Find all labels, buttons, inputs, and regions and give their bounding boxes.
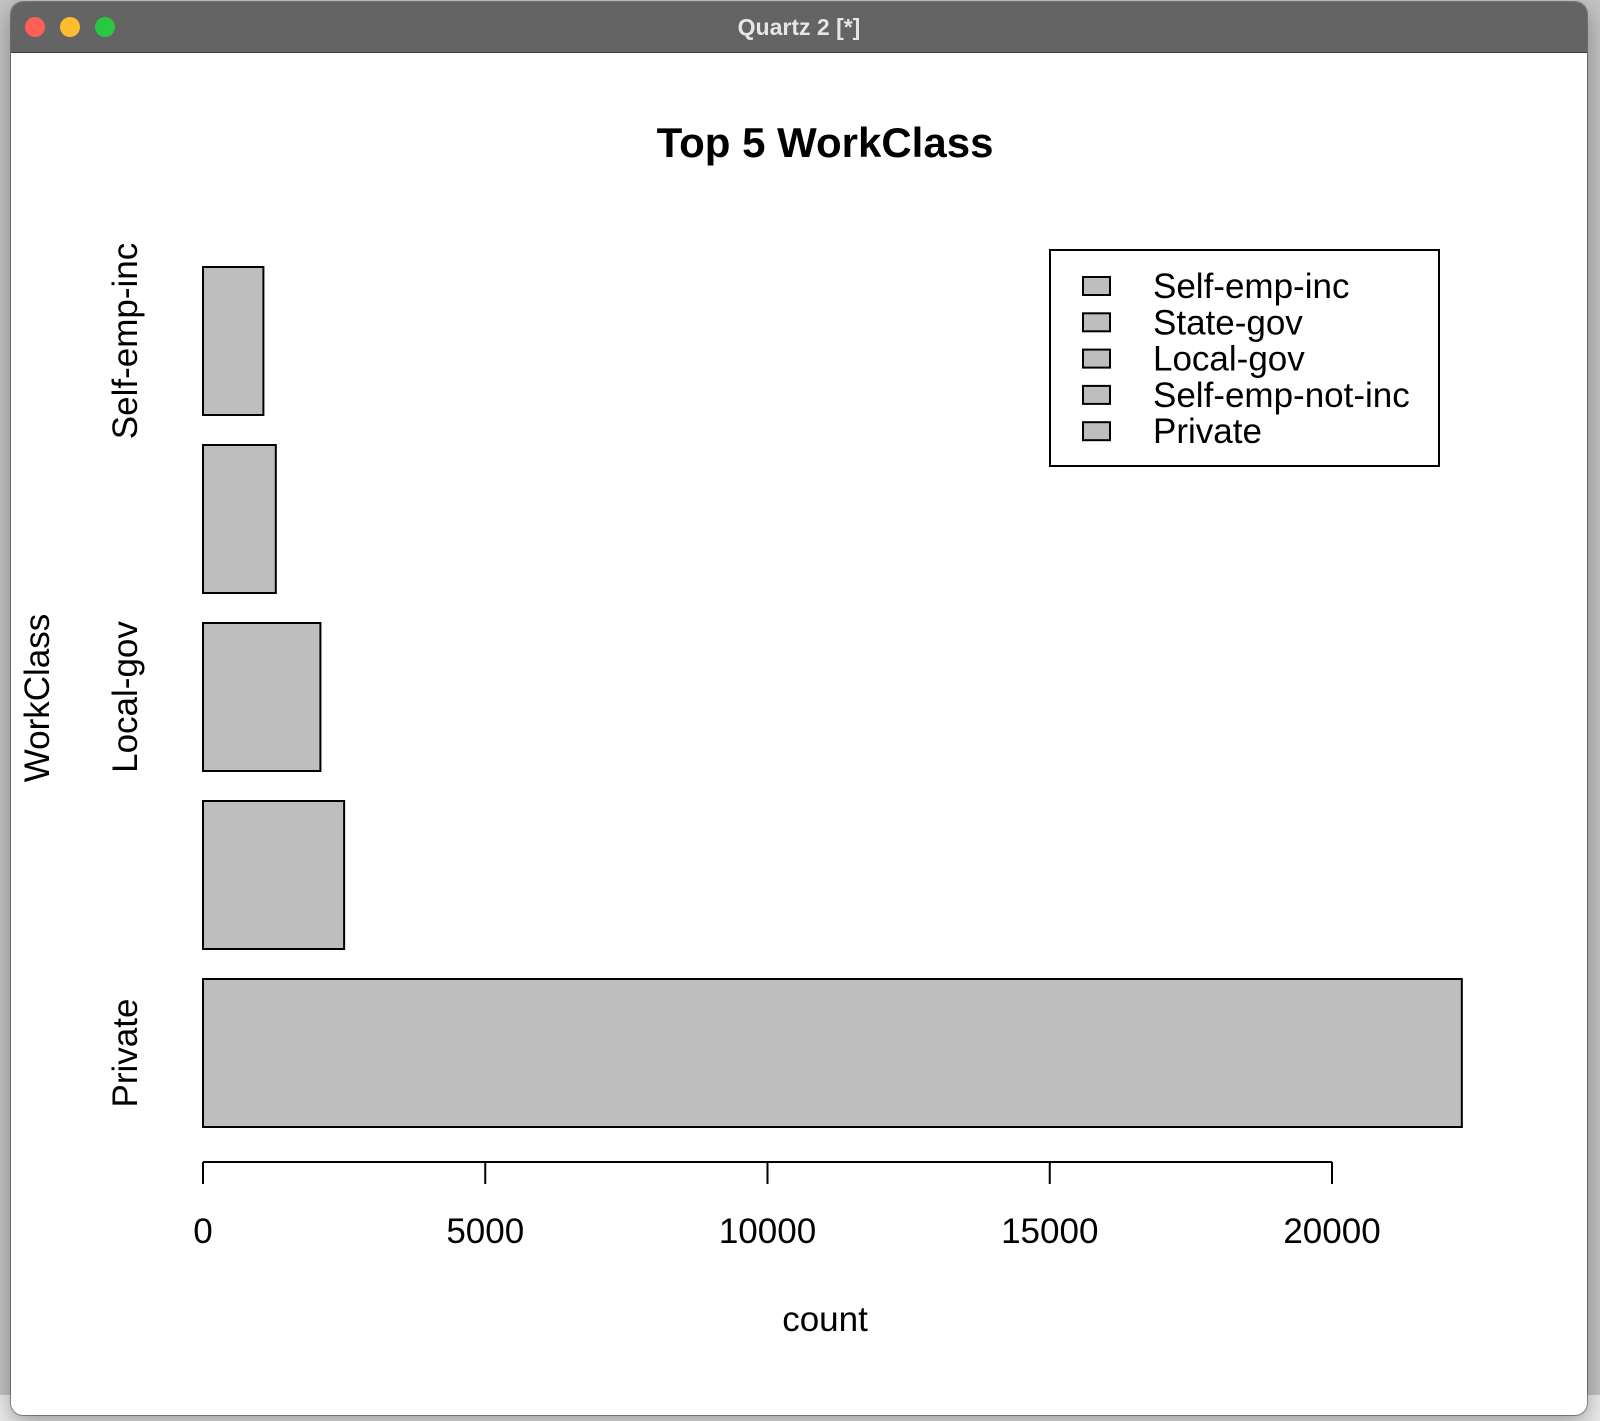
quartz-window: Quartz 2 [*] Top 5 WorkClass WorkClass c… [11,2,1587,1415]
minimize-window-button[interactable] [60,17,80,37]
legend: Self-emp-incState-govLocal-govSelf-emp-n… [1049,249,1440,467]
close-window-button[interactable] [25,17,45,37]
y-tick-label-local-gov: Local-gov [106,621,145,773]
bar-self-emp-not-inc [202,800,346,950]
bars-group [202,266,1463,1128]
legend-swatch-local-gov [1082,348,1111,369]
legend-label-self-emp-not-inc: Self-emp-not-inc [1153,376,1410,415]
legend-box [1049,249,1440,467]
x-tick-label-0: 0 [193,1212,212,1251]
y-tick-labels: Private Local-gov Self-emp-inc [106,243,145,1108]
bar-local-gov [202,622,322,772]
x-tick-label-15000: 15000 [1001,1212,1098,1251]
legend-label-self-emp-inc: Self-emp-inc [1153,267,1349,306]
legend-swatch-private [1082,421,1111,442]
x-tick-label-20000: 20000 [1283,1212,1380,1251]
x-tick-label-10000: 10000 [719,1212,816,1251]
legend-swatch-self-emp-not-inc [1082,384,1111,405]
x-tick-label-5000: 5000 [446,1212,524,1251]
bar-self-emp-inc [202,266,265,416]
zoom-window-button[interactable] [95,17,115,37]
bar-state-gov [202,444,277,594]
x-axis: 0 5000 10000 15000 20000 [193,1161,1381,1251]
y-tick-label-private: Private [106,999,145,1108]
window-titlebar[interactable]: Quartz 2 [*] [11,2,1587,53]
legend-label-local-gov: Local-gov [1153,340,1305,379]
y-axis-label: WorkClass [18,614,57,783]
legend-label-state-gov: State-gov [1153,303,1303,342]
bar-chart: Top 5 WorkClass WorkClass count Private L… [18,119,1463,1339]
plot-area: Top 5 WorkClass WorkClass count Private L… [11,53,1587,1415]
chart-title: Top 5 WorkClass [657,119,994,166]
x-axis-label: count [782,1300,868,1339]
window-title: Quartz 2 [*] [737,14,861,40]
bar-private [202,978,1463,1128]
legend-swatch-state-gov [1082,312,1111,333]
legend-label-private: Private [1153,412,1262,451]
y-tick-label-self-emp-inc: Self-emp-inc [106,243,145,439]
legend-swatch-self-emp-inc [1082,276,1111,296]
